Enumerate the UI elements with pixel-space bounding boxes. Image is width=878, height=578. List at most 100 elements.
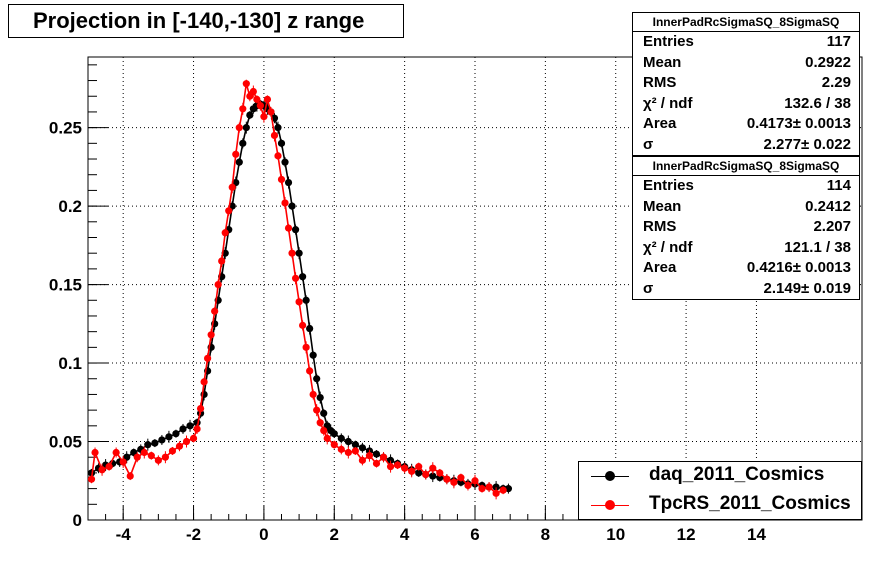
data-point bbox=[316, 393, 324, 402]
data-point bbox=[457, 474, 465, 482]
y-tick-label: 0.15 bbox=[49, 276, 82, 295]
data-point bbox=[260, 113, 268, 121]
data-point bbox=[182, 437, 191, 446]
data-point bbox=[288, 249, 296, 257]
stats-row-area: Area 0.4173± 0.0013 bbox=[643, 115, 851, 133]
data-point bbox=[337, 434, 345, 442]
stats-row-entries: Entries 114 bbox=[643, 177, 851, 194]
y-tick-label: 0.05 bbox=[49, 433, 82, 452]
data-point bbox=[126, 472, 134, 480]
data-point bbox=[464, 481, 472, 490]
data-point bbox=[277, 175, 286, 184]
x-tick-label: 8 bbox=[541, 525, 550, 544]
data-point bbox=[239, 105, 247, 113]
data-point bbox=[302, 343, 310, 351]
data-point bbox=[372, 450, 381, 458]
stats-row-entries: Entries 117 bbox=[643, 33, 851, 50]
data-point bbox=[443, 475, 451, 483]
data-point bbox=[140, 448, 148, 457]
data-point bbox=[358, 444, 367, 452]
data-point bbox=[316, 419, 324, 427]
x-tick-label: 4 bbox=[400, 525, 410, 544]
data-point bbox=[281, 199, 289, 207]
data-point bbox=[408, 467, 416, 475]
data-point bbox=[200, 378, 208, 386]
data-point bbox=[225, 207, 233, 215]
data-point bbox=[87, 475, 96, 483]
data-point bbox=[295, 298, 303, 306]
data-point bbox=[299, 321, 307, 329]
data-point bbox=[344, 437, 352, 446]
data-point bbox=[302, 296, 310, 304]
stats-header: InnerPadRcSigmaSQ_8SigmaSQ bbox=[633, 157, 859, 176]
data-point bbox=[344, 448, 352, 457]
data-point bbox=[365, 452, 374, 460]
data-point bbox=[436, 469, 444, 477]
x-tick-label: 6 bbox=[470, 525, 479, 544]
y-tick-label: 0 bbox=[73, 511, 82, 530]
data-point bbox=[235, 158, 243, 166]
data-point bbox=[218, 257, 226, 265]
data-point bbox=[267, 108, 275, 116]
data-point bbox=[379, 453, 388, 461]
data-point bbox=[351, 441, 359, 449]
data-point bbox=[358, 456, 367, 464]
data-point bbox=[105, 463, 113, 471]
data-point bbox=[291, 226, 300, 234]
tick-labels: -4 -2 0 2 4 6 8 10 12 14 0 0.05 0.1 0.15 0.2 0.25 bbox=[49, 119, 767, 544]
data-point bbox=[147, 452, 155, 460]
x-tick-label: 10 bbox=[606, 525, 625, 544]
x-tick-label: 2 bbox=[330, 525, 339, 544]
data-point bbox=[274, 124, 282, 132]
data-point bbox=[246, 111, 254, 119]
data-point bbox=[235, 124, 243, 132]
data-point bbox=[492, 489, 500, 497]
data-point bbox=[193, 425, 201, 433]
data-point bbox=[313, 406, 321, 414]
stats-row-area: Area 0.4216± 0.0013 bbox=[643, 259, 851, 277]
data-point bbox=[281, 158, 289, 166]
stats-box-daq: InnerPadRcSigmaSQ_8SigmaSQ Entries 117 Me… bbox=[632, 12, 860, 156]
data-point bbox=[415, 469, 423, 477]
x-tick-label: 12 bbox=[677, 525, 696, 544]
data-point bbox=[232, 150, 240, 158]
stats-row-chi2: χ² / ndf 121.1 / 38 bbox=[643, 238, 851, 256]
data-point bbox=[91, 448, 99, 457]
stats-box-tpcrs: InnerPadRcSigmaSQ_8SigmaSQ Entries 114 Me… bbox=[632, 156, 860, 300]
data-point bbox=[309, 351, 317, 359]
data-point bbox=[277, 139, 286, 147]
series-layer bbox=[87, 79, 513, 500]
data-point bbox=[394, 461, 402, 469]
stats-row-sigma: σ 2.149± 0.019 bbox=[643, 279, 851, 297]
data-point bbox=[211, 307, 219, 315]
data-point bbox=[228, 183, 236, 191]
data-point bbox=[372, 459, 381, 468]
data-point bbox=[320, 426, 328, 435]
data-point bbox=[288, 202, 296, 210]
y-tick-label: 0.1 bbox=[58, 354, 82, 373]
data-point bbox=[204, 354, 212, 362]
x-tick-label: -2 bbox=[186, 525, 201, 544]
data-point bbox=[151, 439, 159, 447]
data-point bbox=[133, 453, 141, 461]
data-point bbox=[291, 274, 300, 282]
legend: daq_2011_Cosmics TpcRS_2011_Cosmics bbox=[578, 461, 862, 520]
data-point bbox=[485, 483, 493, 491]
data-point bbox=[330, 430, 338, 438]
stats-row-mean: Mean 0.2412 bbox=[643, 197, 851, 215]
data-point bbox=[158, 436, 166, 444]
data-point bbox=[337, 445, 345, 453]
data-point bbox=[249, 87, 257, 96]
data-point bbox=[450, 478, 458, 486]
stats-header: InnerPadRcSigmaSQ_8SigmaSQ bbox=[633, 13, 859, 32]
data-point bbox=[306, 324, 314, 333]
data-point bbox=[320, 409, 328, 417]
legend-marker-icon bbox=[605, 471, 615, 481]
x-tick-label: -4 bbox=[116, 525, 132, 544]
data-point bbox=[284, 224, 293, 232]
data-point bbox=[299, 273, 307, 281]
data-point bbox=[98, 466, 106, 474]
data-point bbox=[214, 280, 222, 289]
data-point bbox=[313, 375, 321, 383]
data-point bbox=[161, 453, 169, 461]
